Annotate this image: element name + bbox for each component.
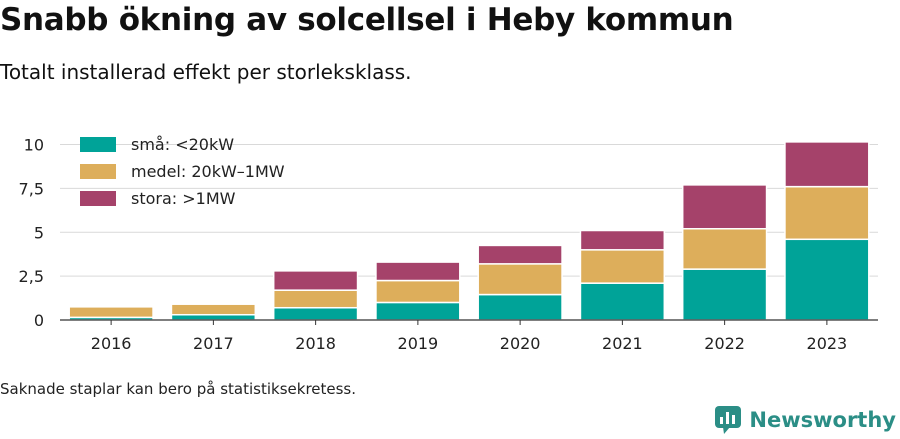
stacked-bar-chart: 0 2,5 5 7,5 10 2016 2017 2018 2019 2020 2021 2022 20… <box>19 135 878 353</box>
bar-segment[interactable] <box>681 268 768 321</box>
x-tick-label: 2018 <box>295 334 336 353</box>
x-tick-label: 2016 <box>91 334 132 353</box>
bar-segment[interactable] <box>272 270 359 291</box>
bar-segment[interactable] <box>477 263 563 296</box>
bar-segment[interactable] <box>375 301 461 321</box>
bar-segment[interactable] <box>272 306 359 321</box>
bar-segment[interactable] <box>784 185 870 241</box>
x-tick-label: 2023 <box>807 334 848 353</box>
bar-segment[interactable] <box>170 313 257 321</box>
bar-segment[interactable] <box>579 249 666 284</box>
bar-segment[interactable] <box>681 184 768 230</box>
legend-swatch <box>80 137 116 152</box>
bar-segment[interactable] <box>68 306 154 319</box>
bar-segment[interactable] <box>272 289 359 309</box>
x-tick-label: 2019 <box>398 334 439 353</box>
bar-segment[interactable] <box>784 141 870 188</box>
bar-segment[interactable] <box>170 303 257 316</box>
axis-layer: 0 2,5 5 7,5 10 2016 2017 2018 2019 2020 2021 2022 20… <box>19 136 878 353</box>
bar-segment[interactable] <box>375 261 461 282</box>
bar-segment[interactable] <box>375 279 461 304</box>
x-tick-label: 2021 <box>602 334 643 353</box>
bar-layer <box>68 141 870 321</box>
legend: små: <20kW medel: 20kW–1MW stora: >1MW <box>80 135 285 208</box>
bar-segment[interactable] <box>477 293 563 321</box>
y-tick-label: 2,5 <box>19 267 44 286</box>
legend-swatch <box>80 164 116 179</box>
brand-logo[interactable]: Newsworthy <box>715 406 896 434</box>
y-tick-label: 10 <box>24 136 44 155</box>
footnote: Saknade staplar kan bero på statistiksek… <box>0 380 357 398</box>
y-tick-label: 5 <box>34 223 44 242</box>
y-tick-label: 0 <box>34 311 44 330</box>
bar-segment[interactable] <box>681 228 768 270</box>
bar-segment[interactable] <box>579 282 666 321</box>
x-tick-label: 2022 <box>704 334 745 353</box>
bar-chart-logo-icon <box>715 406 742 434</box>
x-tick-label: 2020 <box>500 334 541 353</box>
legend-label: små: <20kW <box>131 135 234 154</box>
bar-segment[interactable] <box>784 238 870 321</box>
y-tick-label: 7,5 <box>19 179 44 198</box>
legend-label: medel: 20kW–1MW <box>131 162 285 181</box>
chart-subtitle: Totalt installerad effekt per storlekskl… <box>0 60 412 84</box>
legend-swatch <box>80 191 116 206</box>
bar-segment[interactable] <box>477 244 563 265</box>
legend-label: stora: >1MW <box>131 189 236 208</box>
brand-name: Newsworthy <box>749 408 896 432</box>
chart-title: Snabb ökning av solcellsel i Heby kommun <box>0 2 734 38</box>
x-tick-label: 2017 <box>193 334 234 353</box>
bar-segment[interactable] <box>579 229 666 251</box>
